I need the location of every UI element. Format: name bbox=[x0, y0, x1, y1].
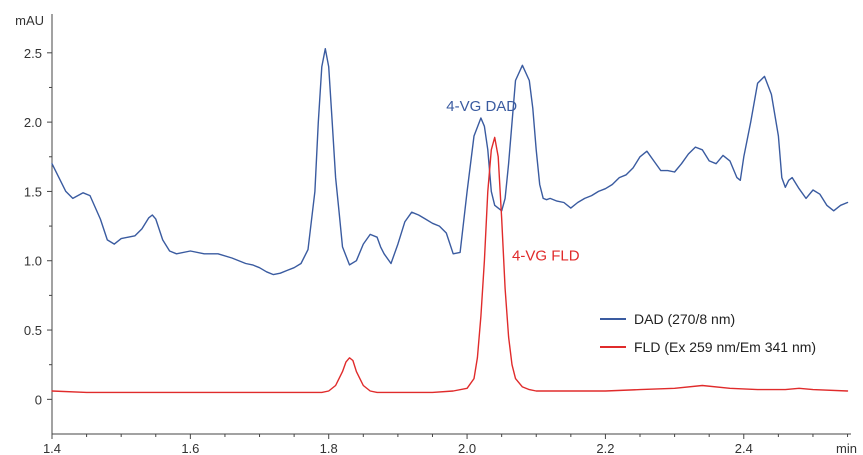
x-tick-label: 2.2 bbox=[596, 441, 614, 455]
y-tick-label: 0 bbox=[35, 392, 42, 407]
y-tick-label: 0.5 bbox=[24, 323, 42, 338]
x-tick-label: 1.8 bbox=[320, 441, 338, 455]
peak-annotation: 4-VG FLD bbox=[512, 248, 580, 265]
legend: DAD (270/8 nm) FLD (Ex 259 nm/Em 341 nm) bbox=[600, 311, 816, 355]
x-tick-label: 2.4 bbox=[735, 441, 753, 455]
x-tick-label: 2.0 bbox=[458, 441, 476, 455]
annotations: 4-VG DAD 4-VG FLD bbox=[446, 98, 579, 265]
y-unit-label: mAU bbox=[15, 13, 44, 28]
x-tick-label: 1.4 bbox=[43, 441, 61, 455]
x-tick-label: 1.6 bbox=[181, 441, 199, 455]
y-tick-label: 2.5 bbox=[24, 46, 42, 61]
series-line-dad bbox=[51, 48, 849, 276]
y-tick-label: 1.0 bbox=[24, 254, 42, 269]
y-tick-label: 1.5 bbox=[24, 184, 42, 199]
peak-annotation: 4-VG DAD bbox=[446, 98, 517, 115]
series-line-fld bbox=[51, 136, 849, 394]
legend-label: DAD (270/8 nm) bbox=[634, 311, 735, 327]
legend-label: FLD (Ex 259 nm/Em 341 nm) bbox=[634, 339, 816, 355]
axes: 0 0.5 1.0 1.5 2.0 2.5 mAU 1.4 1.6 1.8 2.0 2.2 2.4 min bbox=[15, 13, 857, 455]
y-tick-label: 2.0 bbox=[24, 115, 42, 130]
series-layer bbox=[51, 48, 849, 394]
x-unit-label: min bbox=[836, 441, 857, 455]
